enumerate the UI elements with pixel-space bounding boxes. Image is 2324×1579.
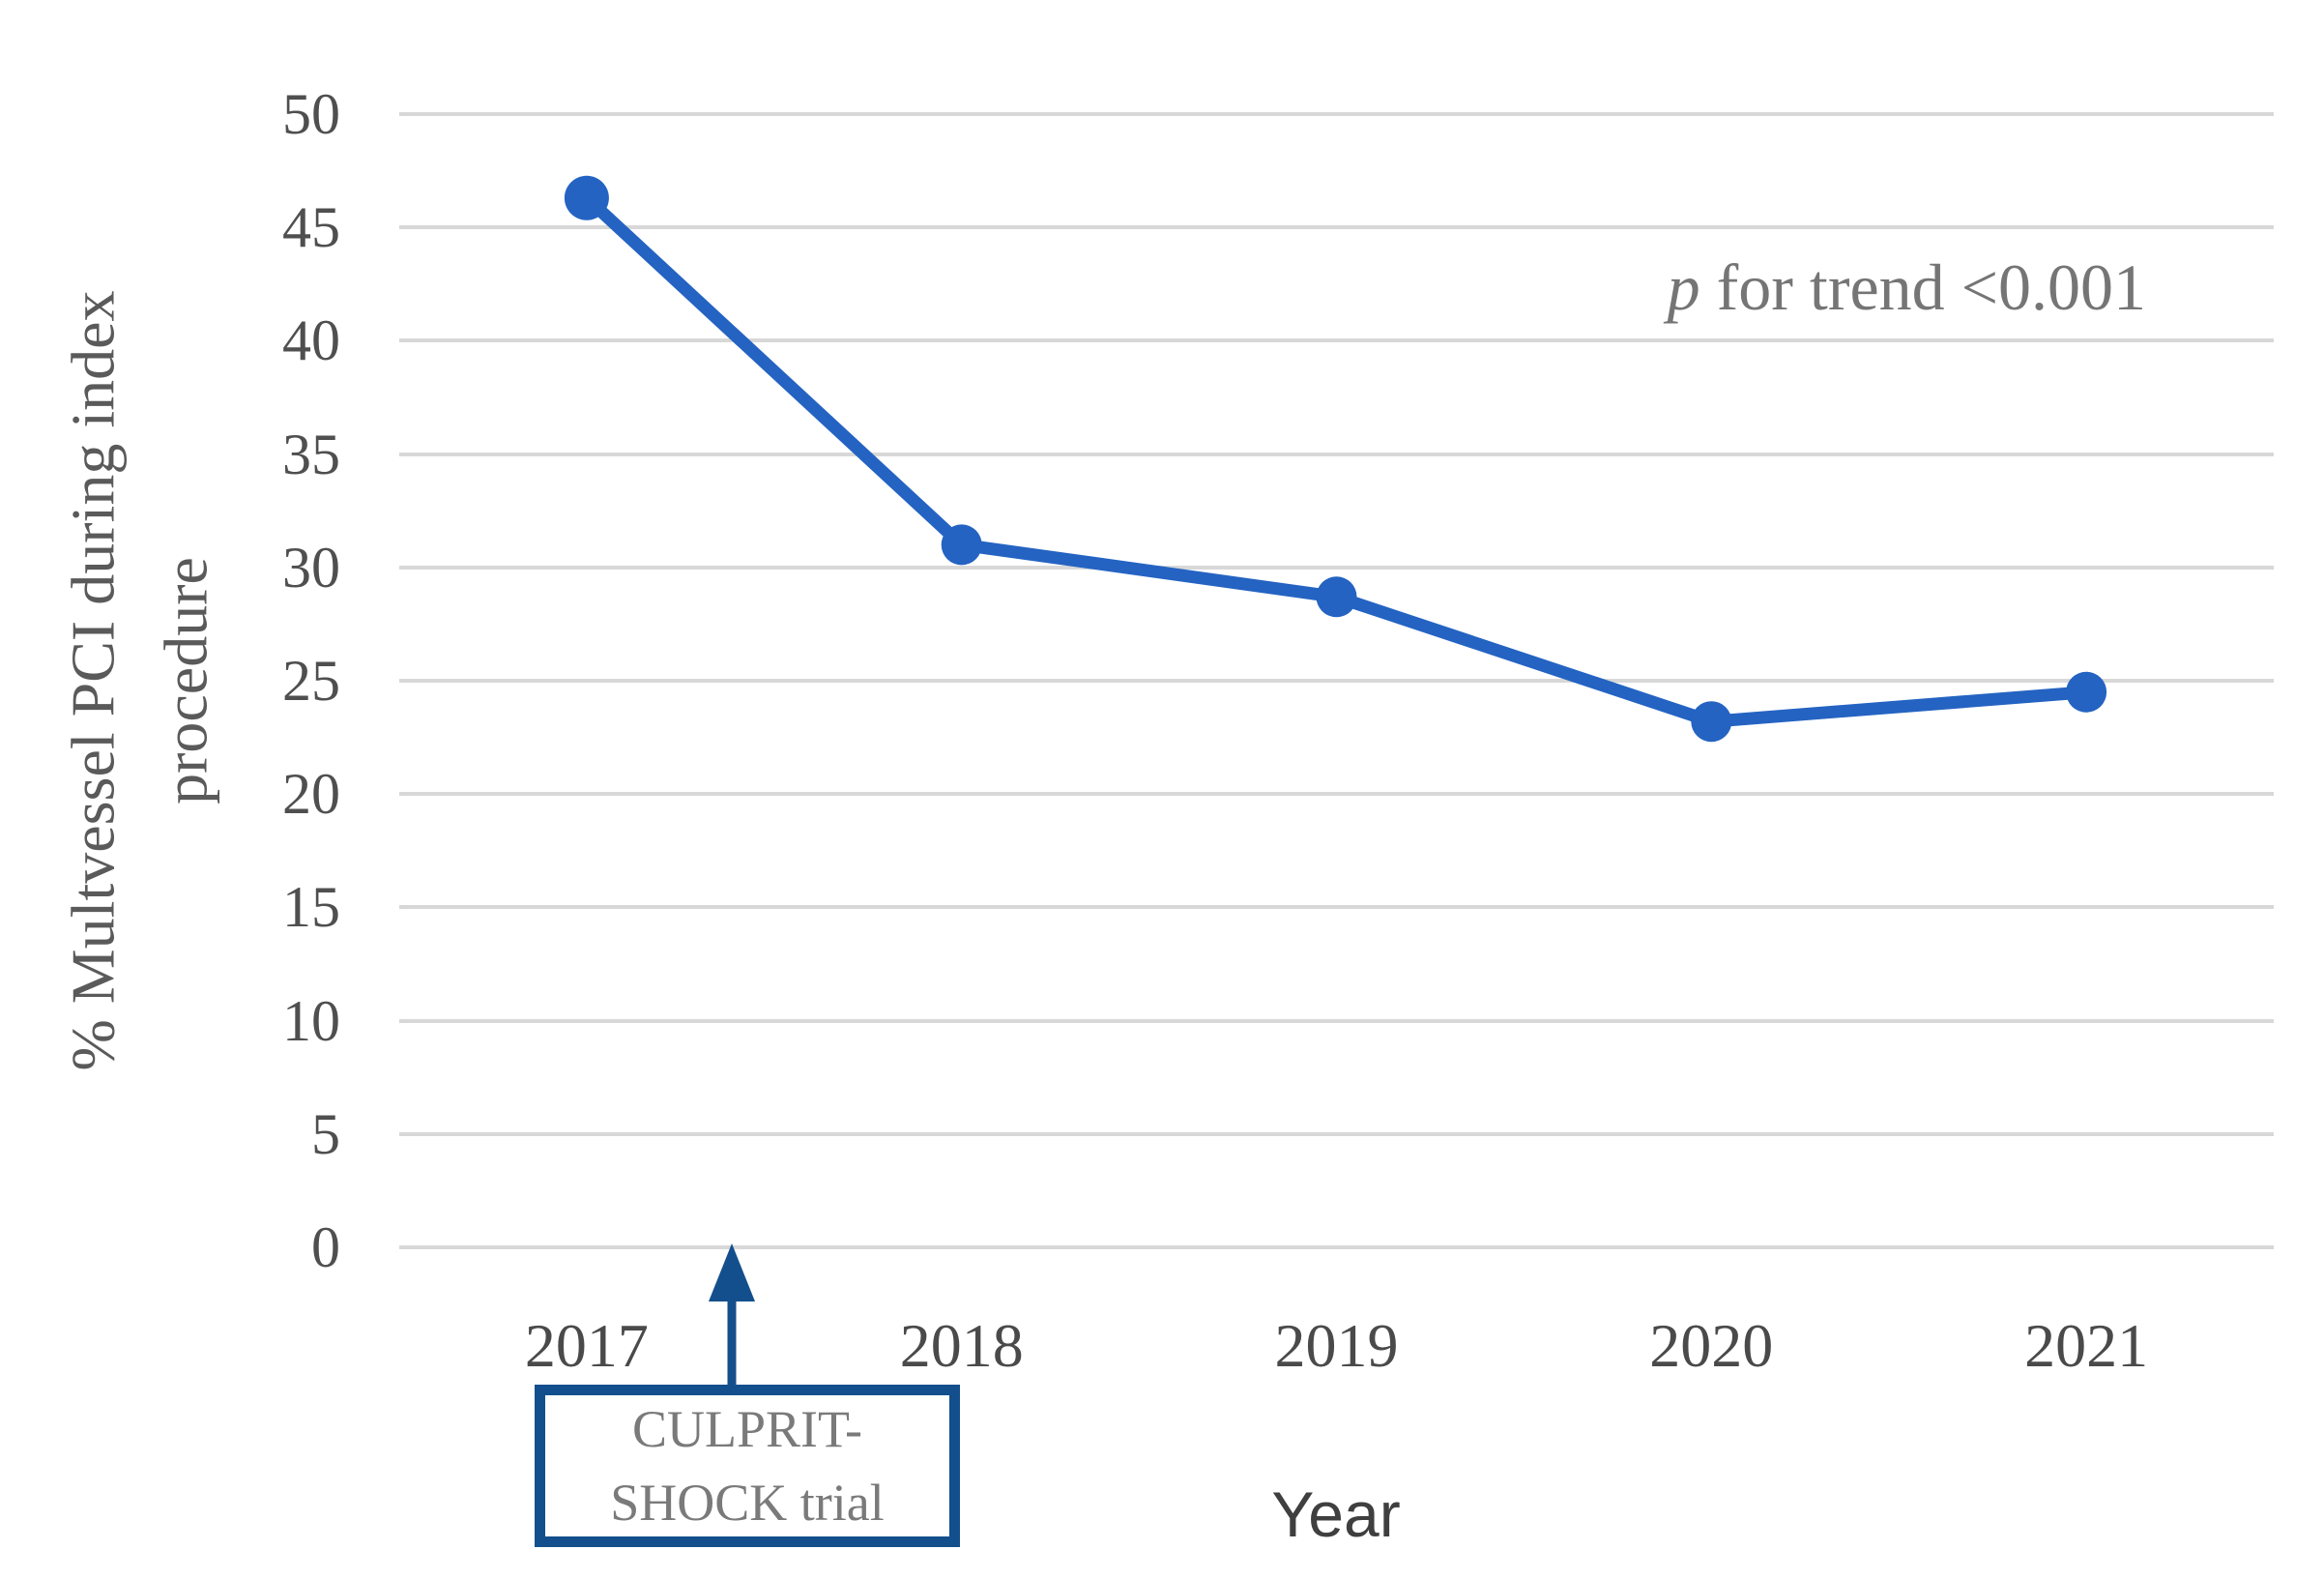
p-for-trend-annotation: p for trend <0.001	[1353, 249, 2146, 326]
gridline-y40	[399, 338, 2274, 343]
gridline-y35	[399, 452, 2274, 456]
y-tick-label-0: 0	[311, 1215, 340, 1279]
y-tick-label-5: 5	[311, 1101, 340, 1166]
x-tick-label-2019: 2019	[1274, 1311, 1399, 1380]
data-point-2019	[1316, 576, 1357, 618]
x-axis-title: Year	[1271, 1478, 1401, 1550]
y-tick-label-30: 30	[282, 535, 340, 599]
data-point-2018	[941, 524, 982, 566]
y-tick-label-50: 50	[282, 82, 340, 146]
y-tick-label-10: 10	[282, 988, 340, 1053]
y-tick-label-35: 35	[282, 422, 340, 486]
p-symbol: p	[1667, 250, 1700, 324]
gridline-y15	[399, 905, 2274, 910]
gridline-y50	[399, 112, 2274, 116]
gridline-y45	[399, 225, 2274, 230]
y-tick-label-20: 20	[282, 762, 340, 827]
x-tick-label-2017: 2017	[524, 1311, 649, 1380]
x-tick-label-2021: 2021	[2024, 1311, 2149, 1380]
data-point-2020	[1691, 701, 1732, 743]
gridline-y20	[399, 792, 2274, 797]
gridline-y25	[399, 679, 2274, 683]
gridline-y30	[399, 565, 2274, 570]
gridline-y0	[399, 1245, 2274, 1249]
x-tick-label-2018: 2018	[899, 1311, 1024, 1380]
p-trend-text: for trend <0.001	[1699, 250, 2146, 324]
data-point-2017	[564, 175, 609, 220]
annotation-box-line2: SHOCK trial	[610, 1474, 885, 1532]
culprit-shock-annotation-box: CULPRIT- SHOCK trial	[535, 1385, 960, 1547]
y-tick-label-45: 45	[282, 195, 340, 260]
y-tick-label-40: 40	[282, 308, 340, 373]
gridline-y10	[399, 1018, 2274, 1023]
gridline-y5	[399, 1131, 2274, 1136]
annotation-box-line1: CULPRIT-	[631, 1400, 863, 1458]
y-tick-label-25: 25	[282, 649, 340, 713]
annotation-up-arrow	[709, 1243, 755, 1385]
y-tick-label-15: 15	[282, 875, 340, 940]
data-point-2021	[2066, 671, 2107, 713]
data-point-markers	[564, 175, 2107, 743]
x-tick-label-2020: 2020	[1649, 1311, 1774, 1380]
